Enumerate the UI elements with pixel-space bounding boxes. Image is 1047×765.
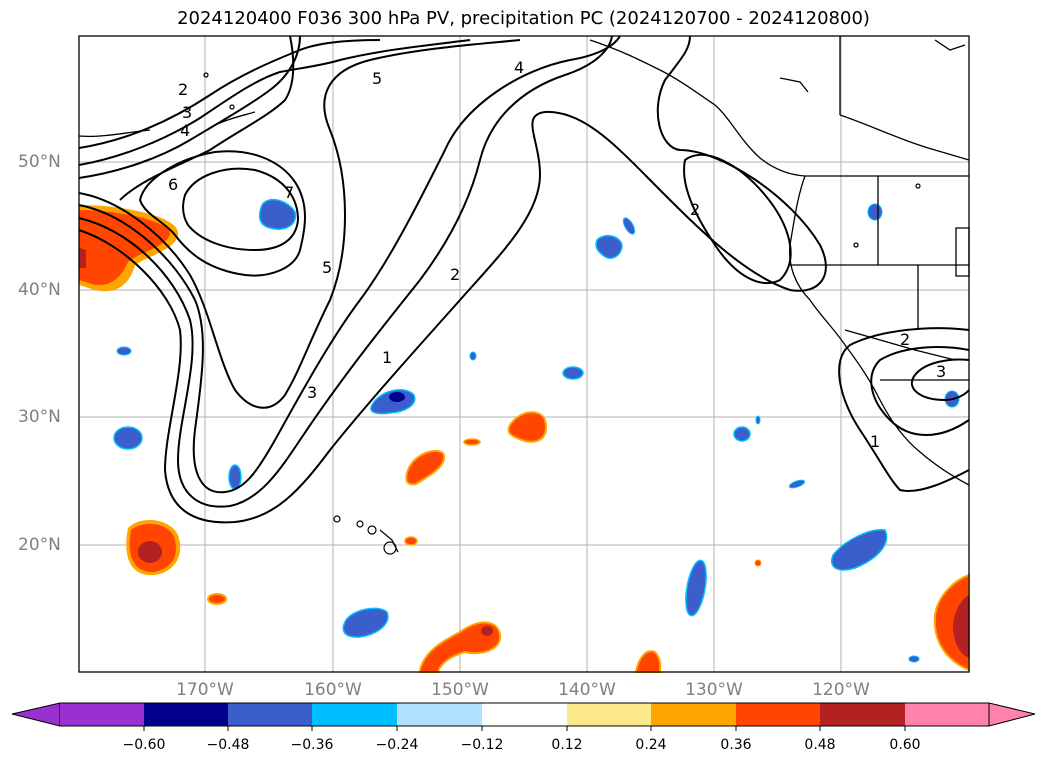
colorbar-tick-label: −0.36 [290,737,334,753]
colorbar-tick-label: 0.36 [720,737,752,753]
lat-label: 30°N [18,407,61,427]
contour-label: 2 [450,265,460,284]
colorbar-segment [567,703,651,726]
contour-label: 6 [168,175,178,194]
lon-label: 130°W [685,680,743,700]
map-title: 2024120400 F036 300 hPa PV, precipitatio… [177,8,870,29]
contour-label: 1 [382,348,392,367]
lon-label: 160°W [304,680,362,700]
colorbar-segment [820,703,905,726]
colorbar-segment [60,703,144,726]
contour-labels: 2 3 4 5 6 7 5 4 2 2 1 3 2 3 1 [168,58,946,451]
colorbar-segment [144,703,228,726]
contour-label: 3 [936,362,946,381]
contour-label: 7 [284,183,294,202]
contour-label: 5 [322,258,332,277]
colorbar-segment [905,703,989,726]
precip-shading [79,198,970,673]
contour-label: 5 [372,69,382,88]
contour-label: 1 [870,432,880,451]
colorbar-tick-label: 0.60 [889,737,921,753]
lon-label: 170°W [176,680,234,700]
contour-label: 3 [307,383,317,402]
colorbar-arrow-left [11,702,61,727]
colorbar-tick-label: 0.12 [551,737,583,753]
lat-label: 50°N [18,152,61,172]
contour-label: 4 [514,58,524,77]
colorbar-tick-label: −0.24 [375,737,419,753]
lat-label: 20°N [18,535,61,555]
colorbar-arrow-right [988,702,1036,727]
contour-label: 2 [690,200,700,219]
contour-label: 2 [900,330,910,349]
colorbar-segment [651,703,736,726]
plot-area [79,36,969,672]
islands [203,72,921,555]
colorbar-segment [312,703,397,726]
colorbar-tick-label: −0.12 [460,737,504,753]
colorbar [11,702,1036,731]
colorbar-tick-label: 0.48 [804,737,836,753]
colorbar-segment [736,703,820,726]
pv-contours [78,35,970,524]
lat-label: 40°N [18,280,61,300]
colorbar-tick-label: −0.48 [206,737,250,753]
contour-label: 2 [178,80,188,99]
colorbar-tick-label: −0.60 [122,737,166,753]
gridlines [79,36,969,672]
colorbar-tick-label: 0.24 [635,737,667,753]
lon-label: 150°W [431,680,489,700]
colorbar-segment [397,703,482,726]
coastlines [78,36,970,553]
colorbar-segment [482,703,567,726]
plot-frame [78,35,970,673]
colorbar-segment [228,703,312,726]
contour-label: 4 [180,121,190,140]
lon-label: 120°W [812,680,870,700]
lon-label: 140°W [558,680,616,700]
contour-label: 3 [182,103,192,122]
